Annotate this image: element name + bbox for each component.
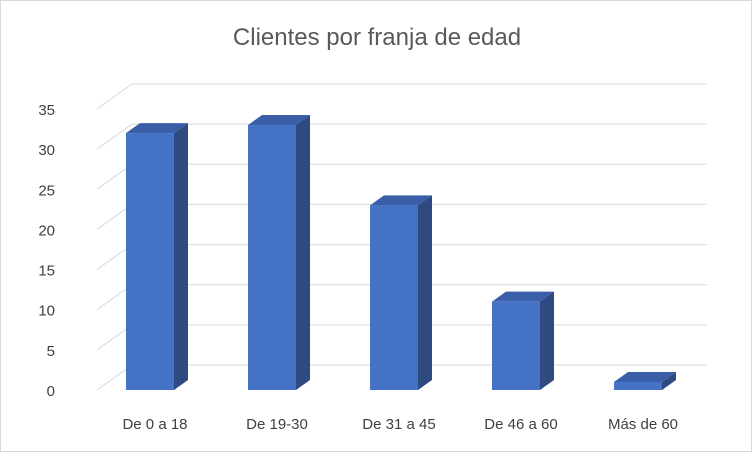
bar-side xyxy=(540,291,554,390)
bar xyxy=(126,123,188,391)
y-tick-label: 20 xyxy=(38,222,55,239)
y-tick-label: 30 xyxy=(38,142,55,159)
bar-front xyxy=(126,133,174,391)
y-tick-label: 25 xyxy=(38,182,55,199)
x-tick-label: De 31 a 45 xyxy=(362,416,435,433)
y-tick-label: 35 xyxy=(38,102,55,119)
y-tick-label: 15 xyxy=(38,263,55,280)
x-tick-label: Más de 60 xyxy=(608,416,678,433)
bar-top xyxy=(248,115,310,126)
bar-top xyxy=(370,195,432,206)
bar xyxy=(492,291,554,390)
bar-front xyxy=(614,381,662,390)
bar-top xyxy=(614,371,676,382)
x-tick-label: De 46 a 60 xyxy=(484,416,557,433)
bar xyxy=(370,195,432,390)
y-tick-label: 5 xyxy=(47,343,55,360)
x-tick-label: De 19-30 xyxy=(246,416,308,433)
bar-side xyxy=(296,115,310,391)
bar-side xyxy=(174,123,188,390)
gridline-depth xyxy=(96,123,133,150)
y-tick-label: 10 xyxy=(38,303,55,320)
bars xyxy=(126,115,676,391)
bar-side xyxy=(662,371,676,390)
y-axis-ticks: 0 5 10 15 20 25 30 35 xyxy=(38,102,55,400)
bar-top xyxy=(492,291,554,302)
gridline-depth xyxy=(96,83,133,110)
bar xyxy=(248,115,310,391)
bar-front xyxy=(492,301,540,390)
bar-front xyxy=(370,205,418,390)
x-axis-labels: De 0 a 18 De 19-30 De 31 a 45 De 46 a 60 Más… xyxy=(122,416,678,433)
chart-title: Clientes por franja de edad xyxy=(233,24,521,51)
bar-top xyxy=(126,123,188,134)
x-tick-label: De 0 a 18 xyxy=(122,416,187,433)
y-tick-label: 0 xyxy=(47,383,55,400)
bar xyxy=(614,371,676,390)
bar-side xyxy=(418,195,432,390)
bar-front xyxy=(248,125,296,391)
